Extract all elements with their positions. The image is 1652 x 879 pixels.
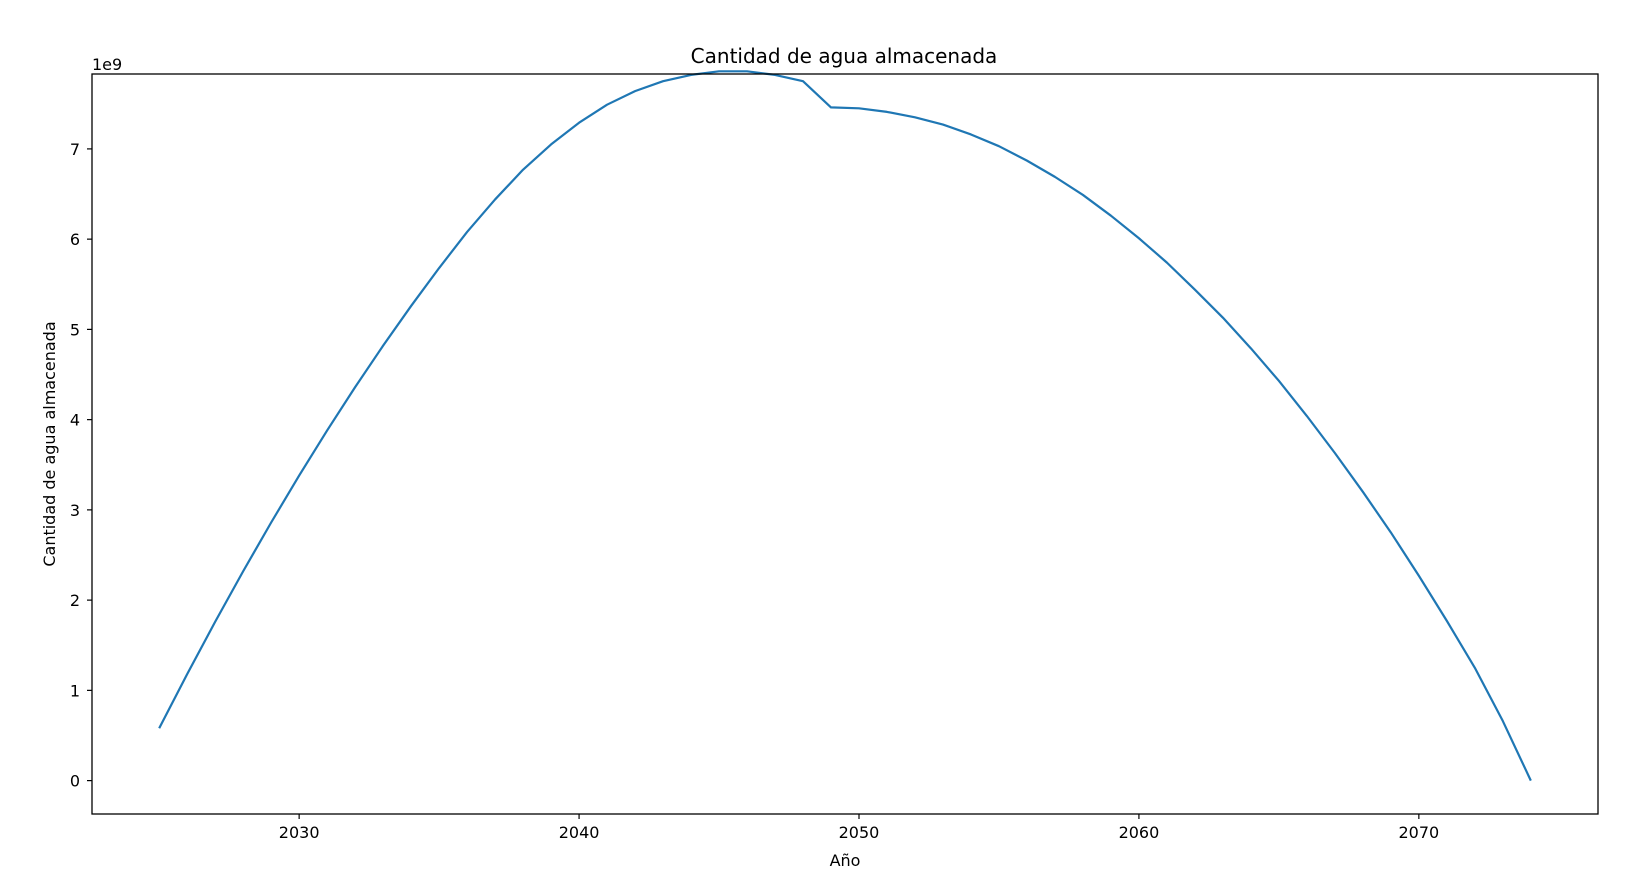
y-tick-label: 1 xyxy=(70,681,80,700)
y-tick-label: 7 xyxy=(70,140,80,159)
x-tick-label: 2050 xyxy=(839,823,880,842)
y-tick-label: 4 xyxy=(70,411,80,430)
series-line xyxy=(158,70,1532,782)
chart-title: Cantidad de agua almacenada xyxy=(691,44,998,68)
y-tick-label: 3 xyxy=(70,501,80,520)
x-tick-label: 2030 xyxy=(279,823,320,842)
y-tick-label: 0 xyxy=(70,772,80,791)
plot-frame xyxy=(91,73,1599,815)
x-tick-label: 2060 xyxy=(1119,823,1160,842)
plot-area: 2030 2040 2050 2060 2070 0 1 2 3 4 5 6 7 xyxy=(70,70,1532,842)
x-axis-label: Año xyxy=(830,851,861,870)
y-tick-label: 6 xyxy=(70,230,80,249)
y-tick-label: 2 xyxy=(70,591,80,610)
y-axis-offset-label: 1e9 xyxy=(92,55,122,74)
x-tick-label: 2040 xyxy=(559,823,600,842)
y-axis-label: Cantidad de agua almacenada xyxy=(40,321,59,566)
x-tick-label: 2070 xyxy=(1398,823,1439,842)
y-tick-label: 5 xyxy=(70,320,80,339)
